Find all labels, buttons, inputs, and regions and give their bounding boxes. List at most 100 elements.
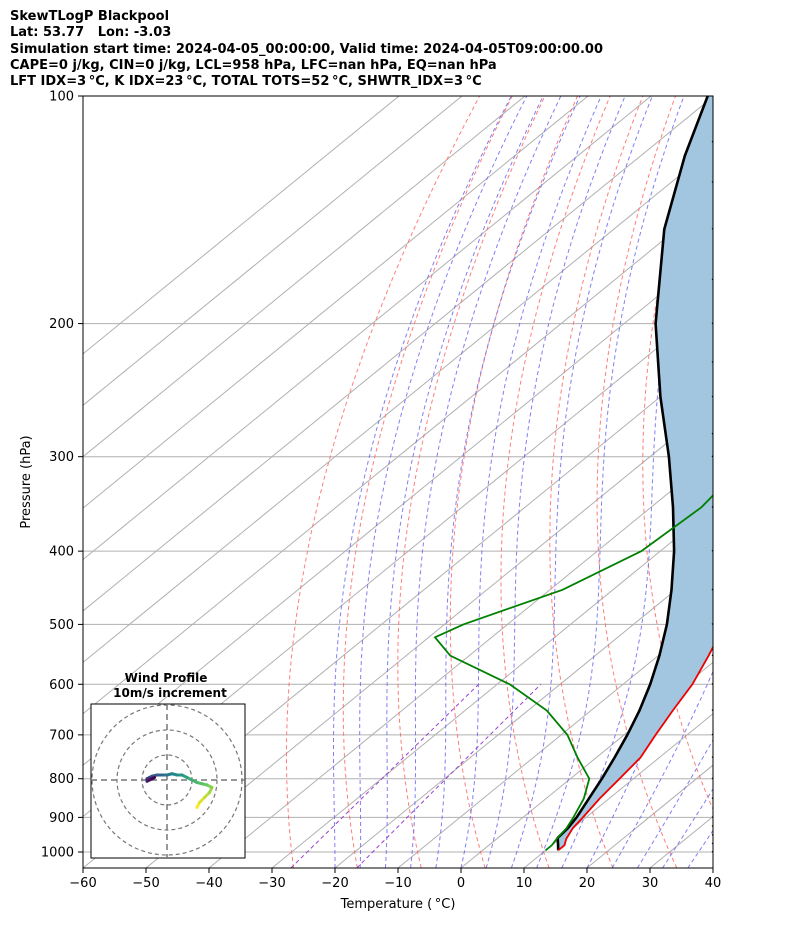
isotherm-line <box>712 867 713 868</box>
barb-shaft <box>711 622 713 625</box>
moist-adiabat-line <box>636 738 713 868</box>
axes: −60 −50 −40 −30 −20 −10 0 10 20 30 40 1000 900 800 700… <box>41 90 721 892</box>
wind-barb <box>711 485 749 508</box>
barb-flag-line <box>743 773 754 781</box>
wind-barb <box>711 728 758 759</box>
barb-shaft <box>711 588 713 591</box>
hodograph-subtitle: 10m/s increment <box>113 686 227 700</box>
barb-flag-line <box>743 525 754 533</box>
barb-flag-line <box>747 260 756 270</box>
barb-half-line <box>733 761 739 765</box>
barb-flag-line <box>747 824 756 834</box>
barb-flag-line <box>741 125 750 135</box>
barb-flag-line <box>738 757 749 765</box>
isotherm-line <box>83 147 713 663</box>
wind-barb <box>711 206 761 230</box>
barb-shaft <box>711 850 713 853</box>
isotherm-line <box>83 96 652 561</box>
barb-half-line <box>733 693 739 697</box>
dry-adiabat-line <box>449 96 578 868</box>
barb-half-line <box>733 717 739 721</box>
barb-flag-line <box>738 713 749 721</box>
barb-flag-line <box>752 812 761 822</box>
y-tick-label: 200 <box>49 317 74 332</box>
x-tick-label: −40 <box>195 876 222 891</box>
wind-barb <box>711 360 713 363</box>
wind-barb <box>711 794 755 818</box>
isotherm-line <box>271 507 713 868</box>
barb-flag-line <box>738 435 749 443</box>
barb-shaft <box>711 322 713 325</box>
barb-half-line <box>741 827 746 832</box>
wind-barb <box>711 800 760 827</box>
barb-shaft <box>711 833 713 836</box>
barb-flag-line <box>747 522 758 530</box>
barb-flag-line <box>747 728 758 736</box>
mixing-ratio-line <box>290 683 480 868</box>
barb-flag-line <box>747 815 756 825</box>
barb-shaft <box>712 96 713 97</box>
barb-flag-line <box>743 732 754 740</box>
barb-flag-line <box>747 832 756 842</box>
barb-flag-line <box>738 529 749 537</box>
barb-flag-line <box>752 119 761 129</box>
x-tick-label: −60 <box>69 876 96 891</box>
dry-adiabat-line <box>286 96 481 868</box>
isotherm-line <box>83 96 589 509</box>
barb-flag-line <box>750 800 760 809</box>
y-tick-label: 300 <box>49 450 74 465</box>
barb-flag-line <box>741 79 750 89</box>
wind-barb <box>711 824 756 845</box>
wind-barb <box>712 73 761 97</box>
barb-flag-line <box>747 705 758 713</box>
barb-flag-line <box>750 297 760 306</box>
wind-barb <box>711 297 760 325</box>
barb-shaft <box>711 432 713 435</box>
dry-adiabat-line <box>596 96 678 868</box>
barb-flag-line <box>747 76 756 86</box>
wind-barb <box>711 685 754 712</box>
barb-flag-line <box>747 749 758 757</box>
barb-flag-line <box>747 626 758 634</box>
wind-barb <box>711 431 754 458</box>
dry-adiabat-line <box>549 96 644 868</box>
wind-barb <box>711 260 756 281</box>
barb-flag-line <box>743 685 754 693</box>
barb-shaft <box>711 842 713 845</box>
barb-flag-line <box>738 689 749 697</box>
wind-barb <box>711 162 756 183</box>
dry-adiabat-line <box>500 96 611 868</box>
barb-flag-line <box>747 162 756 172</box>
moist-adiabat-line <box>536 96 685 868</box>
barb-flag-line <box>740 304 750 313</box>
x-tick-label: 0 <box>457 876 465 891</box>
barb-half-line <box>733 533 739 537</box>
wind-barb <box>711 522 758 552</box>
moist-adiabat-line <box>510 96 653 868</box>
barb-flag-line <box>747 769 758 777</box>
x-tick-label: −10 <box>384 876 411 891</box>
barb-shaft <box>711 549 713 552</box>
barb-shaft <box>711 360 713 363</box>
y-tick-label: 900 <box>49 811 74 826</box>
barb-flag-line <box>743 431 754 439</box>
barb-shaft <box>711 505 713 508</box>
barb-flag-line <box>745 794 755 803</box>
time-line: Simulation start time: 2024-04-05_00:00:… <box>10 41 603 57</box>
wind-barb <box>711 432 713 435</box>
isotherm-line <box>145 404 713 868</box>
barb-flag-line <box>738 485 749 493</box>
barb-flag-line <box>743 753 754 761</box>
barb-flag-line <box>752 206 761 216</box>
barb-flag-line <box>743 659 754 667</box>
x-tick-label: 40 <box>705 876 722 891</box>
barb-flag-line <box>752 73 761 83</box>
y-tick-label: 500 <box>49 618 74 633</box>
location-line: Lat: 53.77 Lon: -3.03 <box>10 25 172 41</box>
wind-barb <box>711 659 754 685</box>
hodograph <box>90 703 246 859</box>
x-axis-label: Temperature ( °C) <box>340 897 456 912</box>
barb-half-line <box>733 606 739 610</box>
barb-half-line <box>733 439 739 443</box>
isotherm-line <box>83 96 526 458</box>
